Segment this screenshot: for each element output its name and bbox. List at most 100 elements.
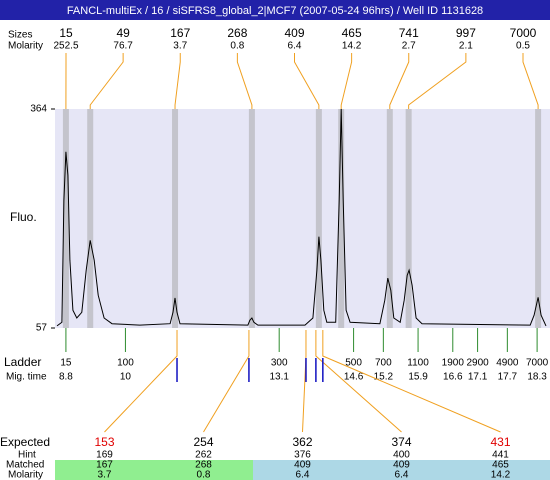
- expected-connector: [322, 330, 501, 433]
- matched-value: 409: [294, 460, 311, 471]
- molarity-value: 6.4: [395, 470, 409, 480]
- peak-connector: [174, 53, 181, 109]
- peak-band: [248, 109, 255, 328]
- ladder-time: 15.9: [408, 372, 428, 383]
- y-axis-label: Fluo.: [10, 210, 37, 224]
- matched-cell: [55, 460, 154, 480]
- peak-size: 465: [342, 26, 362, 40]
- ladder-size: 500: [345, 358, 362, 369]
- peak-connector: [522, 53, 539, 109]
- peak-band: [338, 109, 345, 328]
- peak-molarity: 0.5: [516, 41, 530, 52]
- peak-size: 409: [284, 26, 304, 40]
- peak-connector: [340, 53, 353, 109]
- ladder-time: 16.6: [443, 372, 463, 383]
- expected-label: Expected: [0, 435, 50, 449]
- ladder-time: 17.1: [468, 372, 488, 383]
- peak-molarity: 3.7: [173, 41, 187, 52]
- matched-value: 268: [195, 460, 212, 471]
- ladder-time: 8.8: [59, 372, 73, 383]
- ladder-size: 2900: [466, 358, 489, 369]
- ladder-size: 300: [271, 358, 288, 369]
- ladder-time: 14.6: [344, 372, 364, 383]
- ladder-size: 7000: [526, 358, 549, 369]
- peak-size: 49: [116, 26, 130, 40]
- matched-value: 465: [492, 460, 509, 471]
- ladder-size: 4900: [496, 358, 519, 369]
- sizes-label: Sizes: [8, 30, 32, 41]
- expected-value: 374: [391, 435, 411, 449]
- peak-molarity: 2.7: [402, 41, 416, 52]
- ladder-time: 10: [120, 372, 132, 383]
- molarity-value: 0.8: [197, 470, 211, 480]
- peak-band: [405, 109, 412, 328]
- peak-band: [315, 109, 322, 328]
- expected-value: 153: [94, 435, 114, 449]
- ladder-size: 1900: [442, 358, 465, 369]
- expected-connector: [104, 330, 178, 433]
- hint-label: Hint: [18, 450, 36, 461]
- peak-band: [62, 109, 69, 328]
- hint-value: 169: [96, 450, 113, 461]
- peak-band: [172, 109, 179, 328]
- matched-cell: [352, 460, 451, 480]
- hint-value: 400: [393, 450, 410, 461]
- trace-line: [56, 108, 547, 327]
- ladder-time: 18.3: [527, 372, 547, 383]
- matched-label: Matched: [6, 460, 44, 471]
- molarity-value: 14.2: [491, 470, 511, 480]
- chart-title: FANCL-multiEx / 16 / siSFRS8_global_2|MC…: [67, 5, 483, 17]
- expected-connector: [315, 330, 402, 433]
- peak-connector: [236, 53, 253, 109]
- expected-value: 431: [490, 435, 510, 449]
- ladder-time: 17.7: [498, 372, 518, 383]
- peak-connector: [89, 53, 124, 109]
- ladder-size: 15: [60, 358, 72, 369]
- molarity-label: Molarity: [8, 41, 43, 52]
- matched-cell: [253, 460, 352, 480]
- mig-time-label: Mig. time: [6, 372, 47, 383]
- peak-band: [386, 109, 393, 328]
- peak-size: 741: [399, 26, 419, 40]
- matched-value: 167: [96, 460, 113, 471]
- peak-size: 167: [170, 26, 190, 40]
- ladder-time: 15.2: [374, 372, 394, 383]
- y-tick-label: 364: [30, 104, 47, 115]
- peak-connector: [294, 53, 320, 109]
- matched-cell: [154, 460, 253, 480]
- matched-value: 409: [393, 460, 410, 471]
- ladder-size: 700: [375, 358, 392, 369]
- ladder-time: 13.1: [269, 372, 289, 383]
- expected-connector: [203, 330, 250, 433]
- peak-connector: [389, 53, 410, 109]
- peak-molarity: 76.7: [113, 41, 133, 52]
- expected-value: 362: [292, 435, 312, 449]
- peak-molarity: 252.5: [53, 41, 78, 52]
- title-bar: [0, 0, 550, 20]
- expected-value: 254: [193, 435, 213, 449]
- matched-cell: [451, 460, 550, 480]
- molarity-row-label: Molarity: [8, 470, 43, 480]
- peak-molarity: 0.8: [230, 41, 244, 52]
- expected-connector: [302, 330, 307, 433]
- ladder-label: Ladder: [4, 355, 41, 369]
- peak-connector: [408, 53, 467, 109]
- peak-size: 268: [227, 26, 247, 40]
- hint-value: 262: [195, 450, 212, 461]
- hint-value: 376: [294, 450, 311, 461]
- peak-molarity: 2.1: [459, 41, 473, 52]
- peak-molarity: 6.4: [288, 41, 302, 52]
- ladder-size: 1100: [407, 358, 429, 369]
- peak-size: 997: [456, 26, 476, 40]
- peak-size: 15: [59, 26, 73, 40]
- ladder-size: 100: [117, 358, 134, 369]
- molarity-value: 6.4: [296, 470, 310, 480]
- peak-molarity: 14.2: [342, 41, 362, 52]
- peak-size: 7000: [510, 26, 537, 40]
- plot-area: [55, 109, 550, 328]
- hint-value: 441: [492, 450, 509, 461]
- peak-band: [87, 109, 94, 328]
- peak-band: [535, 109, 542, 328]
- molarity-value: 3.7: [98, 470, 112, 480]
